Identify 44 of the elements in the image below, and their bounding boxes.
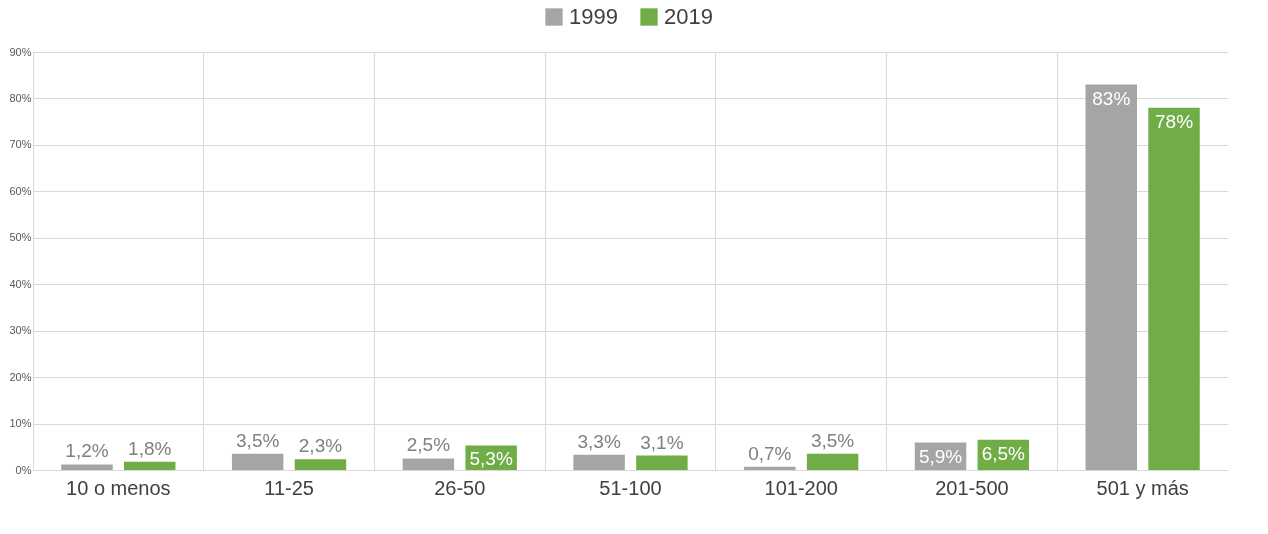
data-label: 1,2%	[65, 440, 109, 462]
bar	[124, 461, 176, 470]
data-label: 78%	[1155, 110, 1194, 132]
legend-label: 2019	[664, 4, 713, 29]
data-label: 6,5%	[981, 442, 1026, 464]
y-tick-label: 50%	[9, 231, 32, 244]
data-label: 3,1%	[640, 431, 684, 453]
bar	[1085, 84, 1137, 470]
bar	[744, 466, 796, 470]
x-tick-label: 101-200	[764, 476, 838, 499]
y-tick-label: 90%	[9, 45, 32, 58]
bar	[636, 455, 688, 470]
data-label: 83%	[1092, 87, 1131, 109]
bar	[1148, 107, 1200, 470]
bar	[294, 459, 347, 470]
data-label: 5,9%	[918, 445, 963, 467]
data-label: 5,3%	[469, 448, 513, 470]
y-tick-label: 0%	[15, 463, 32, 476]
data-label: 3,5%	[810, 429, 855, 451]
bar	[573, 454, 625, 470]
y-tick-label: 70%	[9, 138, 32, 151]
y-tick-label: 80%	[9, 91, 32, 104]
x-tick-label: 11-25	[264, 476, 314, 499]
legend-label: 1999	[569, 4, 618, 29]
data-label: 1,8%	[128, 437, 172, 459]
x-tick-label: 26-50	[434, 476, 486, 499]
x-tick-label: 51-100	[599, 476, 662, 499]
bar	[402, 458, 455, 470]
y-tick-label: 30%	[9, 324, 32, 337]
data-label: 3,3%	[577, 430, 621, 452]
y-tick-label: 40%	[9, 277, 32, 290]
bar	[61, 464, 113, 470]
y-tick-label: 10%	[9, 417, 32, 430]
x-tick-label: 201-500	[935, 476, 1009, 499]
bar	[806, 453, 859, 470]
data-label: 2,5%	[406, 434, 451, 456]
x-tick-label: 501 y más	[1096, 476, 1189, 499]
x-tick-label: 10 o menos	[66, 476, 171, 499]
y-tick-label: 20%	[9, 370, 32, 383]
data-label: 0,7%	[748, 442, 792, 464]
bar	[231, 453, 284, 470]
y-tick-label: 60%	[9, 184, 32, 197]
data-label: 3,5%	[236, 429, 280, 451]
data-label: 2,3%	[298, 435, 343, 457]
